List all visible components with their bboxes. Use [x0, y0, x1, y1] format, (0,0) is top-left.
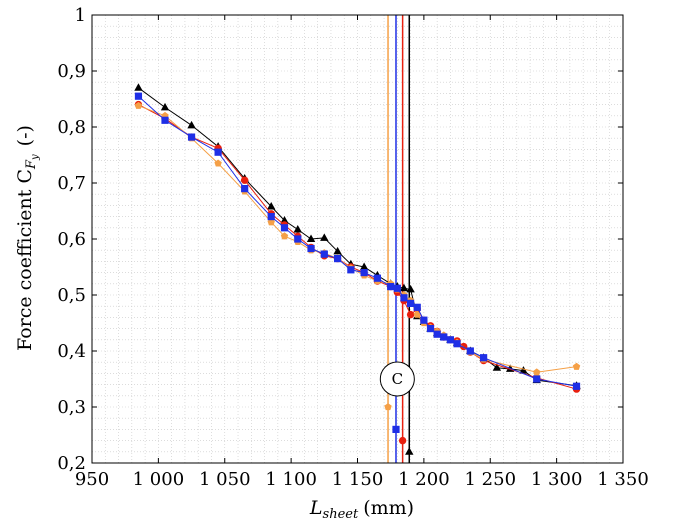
y-axis-label-main: Force coefficient C: [14, 169, 36, 351]
y-tick-label: 0,2: [57, 453, 86, 474]
marker-square: [413, 303, 421, 311]
marker-circle: [398, 436, 407, 445]
series-square: [134, 92, 581, 390]
series-line: [138, 105, 577, 373]
marker-square: [360, 269, 368, 277]
annotation-label: C: [392, 370, 403, 388]
marker-square: [400, 294, 408, 302]
marker-square: [393, 284, 401, 292]
marker-square: [267, 213, 275, 221]
y-tick-label: 0,5: [57, 285, 86, 306]
marker-triangle: [306, 234, 316, 242]
marker-triangle: [405, 447, 414, 455]
marker-square: [426, 325, 435, 333]
marker-square: [347, 266, 355, 274]
y-tick-label: 0,3: [57, 397, 86, 418]
x-tick-label: 1 150: [332, 469, 384, 490]
marker-pentagon: [533, 368, 541, 376]
axis-ticks: 950 1 000 1 050 1 100 1 150 1 200 1 250 1 300 1 …: [57, 5, 648, 490]
marker-square: [572, 382, 581, 390]
y-tick-label: 0,7: [57, 173, 86, 194]
marker-square: [440, 333, 448, 341]
marker-square: [420, 316, 428, 324]
marker-triangle: [406, 284, 415, 293]
x-tick-label: 1 000: [133, 469, 185, 490]
annotation-circle: [379, 361, 415, 397]
marker-square: [280, 224, 289, 232]
marker-square: [214, 148, 222, 156]
marker-square: [373, 274, 382, 282]
marker-triangle: [160, 102, 170, 111]
marker-triangle: [399, 283, 409, 292]
x-tick-label: 1 100: [265, 469, 317, 490]
marker-circle: [406, 310, 415, 319]
marker-pentagon: [214, 159, 222, 167]
x-axis-label-sub: sheet: [323, 507, 359, 522]
marker-square: [392, 425, 400, 433]
marker-pentagon: [134, 101, 143, 109]
y-tick-label: 0,4: [57, 341, 86, 362]
x-tick-label: 1 200: [398, 469, 450, 490]
marker-pentagon: [384, 403, 392, 411]
marker-square: [161, 116, 169, 124]
marker-triangle: [280, 216, 289, 224]
marker-triangle: [267, 202, 276, 210]
annotation-c: C: [379, 361, 415, 397]
marker-square: [333, 255, 342, 263]
marker-square: [187, 133, 196, 141]
marker-square: [294, 235, 302, 243]
marker-square: [307, 244, 315, 253]
grid: [92, 15, 623, 463]
x-tick-label: 1 250: [464, 469, 516, 490]
plot-frame: [91, 14, 624, 464]
marker-square: [480, 354, 488, 362]
marker-square: [241, 185, 249, 193]
marker-triangle: [519, 366, 528, 374]
x-axis-label-main: L: [309, 497, 323, 519]
marker-square: [134, 92, 143, 100]
y-tick-label: 1: [75, 5, 86, 26]
marker-triangle: [320, 233, 329, 241]
marker-pentagon: [413, 310, 421, 318]
marker-triangle: [492, 363, 502, 371]
marker-square: [387, 283, 395, 291]
marker-square: [320, 250, 328, 258]
y-tick-label: 0,6: [57, 229, 86, 250]
marker-triangle: [134, 83, 143, 91]
x-axis-label: Lsheet (mm): [309, 497, 414, 522]
x-tick-label: 1 300: [531, 469, 583, 490]
isolated-points: [384, 403, 414, 455]
x-tick-label: 950: [75, 469, 109, 490]
marker-triangle: [293, 224, 302, 233]
y-axis-label: Force coefficient CFy (-): [14, 125, 41, 351]
marker-square: [407, 299, 415, 307]
x-tick-label: 1 050: [199, 469, 251, 490]
marker-pentagon: [572, 362, 581, 370]
marker-square: [453, 340, 461, 348]
y-axis-label-sub2: y: [30, 154, 41, 161]
marker-circle: [240, 176, 249, 184]
marker-square: [433, 330, 441, 338]
y-axis-label-unit: (-): [14, 125, 36, 146]
marker-pentagon: [280, 232, 289, 240]
marker-triangle: [333, 246, 342, 255]
marker-square: [446, 336, 455, 344]
marker-square: [533, 375, 541, 383]
y-axis-label-sub1: F: [24, 159, 39, 170]
marker-triangle: [187, 120, 196, 129]
y-tick-label: 0,9: [57, 61, 86, 82]
marker-triangle: [359, 262, 369, 270]
y-tick-label: 0,8: [57, 117, 86, 138]
series-group: [134, 83, 581, 393]
x-tick-label: 1 350: [597, 469, 649, 490]
marker-square: [466, 347, 474, 355]
x-axis-label-unit: (mm): [363, 497, 414, 519]
